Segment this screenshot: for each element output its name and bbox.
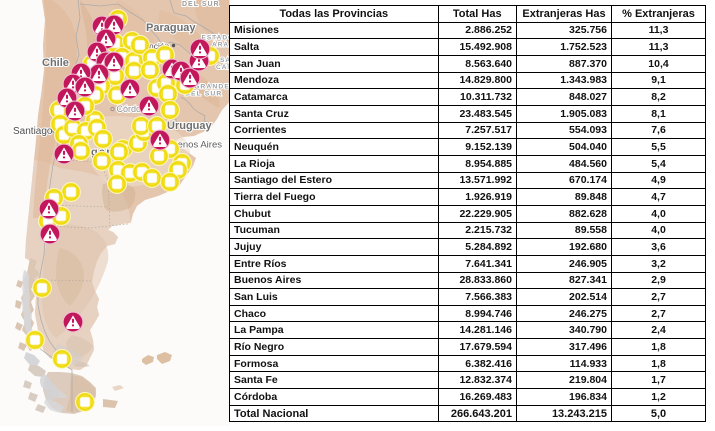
svg-text:DEL SUR: DEL SUR <box>185 91 222 98</box>
svg-text:ESTADO: ESTADO <box>202 35 231 42</box>
svg-text:GRANDE: GRANDE <box>194 84 230 91</box>
svg-text:ARA: ARA <box>212 42 229 49</box>
svg-text:DEL SUR: DEL SUR <box>182 1 220 8</box>
svg-text:SA: SA <box>220 57 230 64</box>
svg-text:CAT: CAT <box>216 64 230 71</box>
svg-text:Uruguay: Uruguay <box>167 120 213 132</box>
svg-text:Santiago: Santiago <box>13 126 53 137</box>
svg-text:Paraguay: Paraguay <box>146 22 196 34</box>
svg-text:Chile: Chile <box>42 57 69 69</box>
